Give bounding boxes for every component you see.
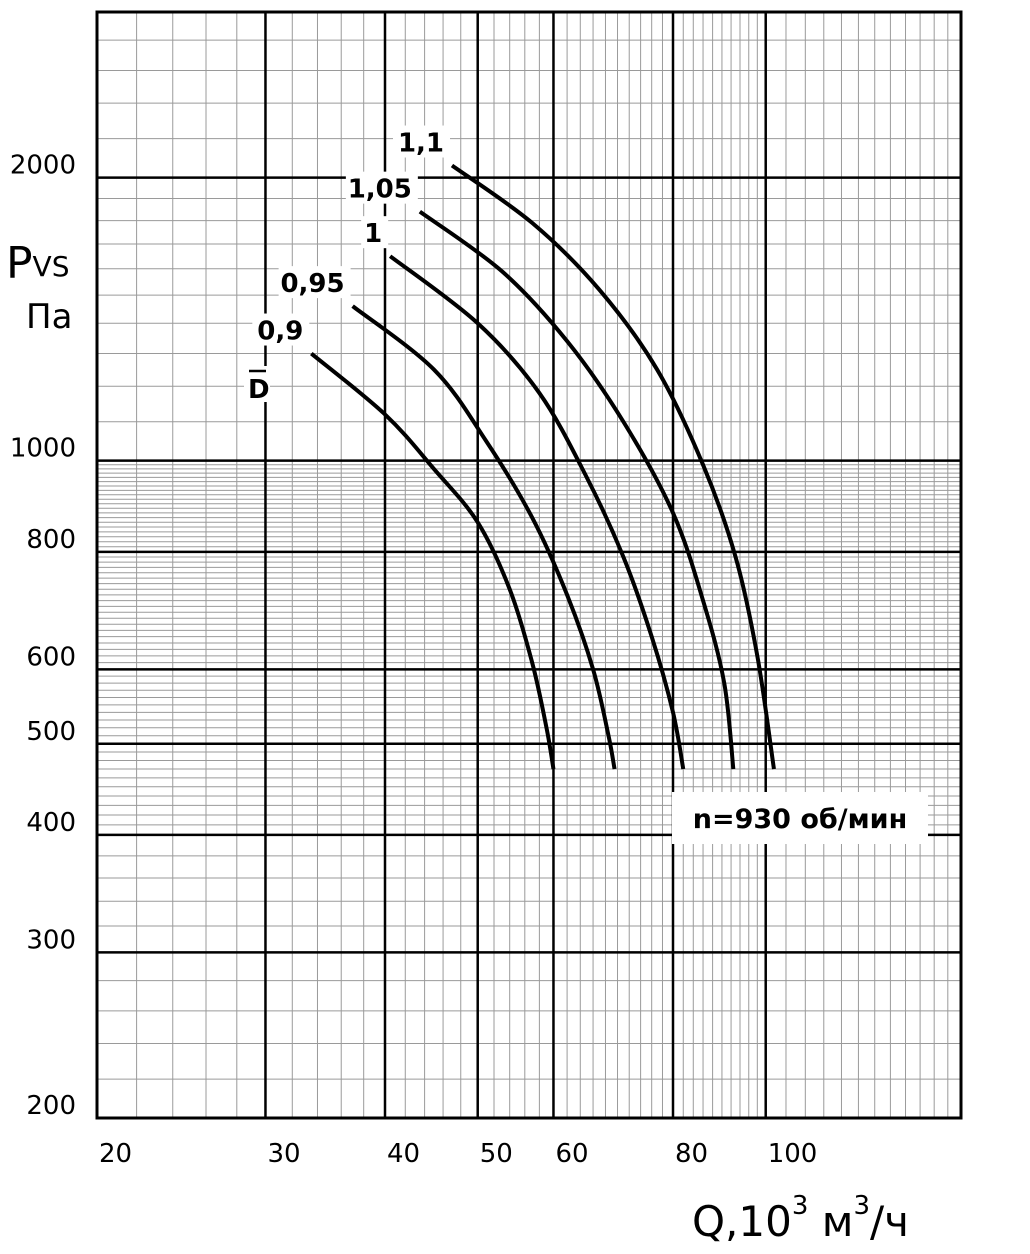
x-tick-label: 80 (675, 1139, 708, 1169)
speed-annotation: n=930 об/мин (672, 792, 928, 844)
y-axis-unit: Па (26, 297, 72, 337)
y-tick-label: 800 (26, 525, 76, 555)
series-label: 0,9 (257, 317, 303, 347)
plot-frame (95, 10, 963, 1120)
series-label: 1 (364, 219, 382, 249)
diameter-symbol: D (244, 366, 270, 405)
series-line (388, 254, 686, 770)
y-axis-title-main: P (6, 238, 33, 289)
series-label-bg (393, 125, 451, 158)
x-tick-label: 30 (267, 1139, 300, 1169)
x-axis-title: Q,103 м3/ч (692, 1191, 909, 1246)
series-line (310, 351, 556, 770)
y-tick-label: 500 (26, 717, 76, 747)
y-tick-label: 600 (26, 642, 76, 672)
series-label: 0,95 (280, 269, 344, 299)
series-label: 1,05 (348, 175, 412, 205)
x-tick-label: 60 (555, 1139, 588, 1169)
x-tick-label: 20 (99, 1139, 132, 1169)
y-axis-title-sub: VS (33, 250, 70, 283)
diameter-symbol-text: D (248, 375, 270, 405)
series-label: 1,1 (398, 129, 444, 159)
x-axis-title-sup1: 3 (792, 1191, 809, 1221)
y-tick-label: 2000 (10, 151, 76, 181)
y-tick-label: 400 (26, 808, 76, 838)
series-label-bg (345, 171, 418, 204)
x-axis-title-end: /ч (870, 1197, 909, 1246)
series-line (450, 163, 776, 770)
x-axis-title-sup2: 3 (853, 1191, 870, 1221)
major-grid (95, 12, 961, 1120)
x-tick-labels: 20 30 40 50 60 80 100 (99, 1139, 817, 1169)
x-tick-label: 100 (768, 1139, 818, 1169)
speed-annotation-text: n=930 об/мин (693, 804, 908, 835)
y-tick-label: 200 (26, 1091, 76, 1121)
minor-grid (97, 12, 961, 1118)
x-axis-title-mid: м (808, 1197, 853, 1246)
series-label-bg (252, 313, 310, 346)
y-tick-labels: 200 300 400 500 600 800 1000 2000 (10, 151, 76, 1121)
series-layer: 0,9 0,95 1 1,05 1,1 (252, 125, 776, 770)
series-label-bg (278, 266, 351, 299)
series-line (351, 304, 617, 770)
y-tick-label: 300 (26, 925, 76, 955)
series-line (418, 210, 736, 770)
y-tick-label: 1000 (10, 434, 76, 464)
x-tick-label: 50 (480, 1139, 513, 1169)
y-axis-title: PVS (6, 238, 69, 289)
series-label-bg (361, 216, 389, 249)
x-axis-title-main: Q,10 (692, 1197, 792, 1246)
x-tick-label: 40 (387, 1139, 420, 1169)
